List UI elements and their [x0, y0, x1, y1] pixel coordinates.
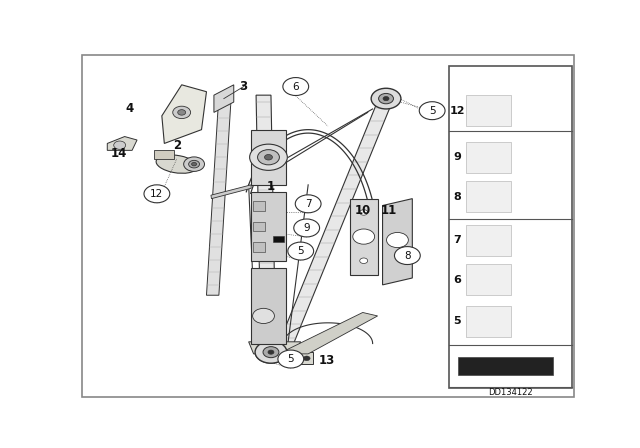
Bar [273, 236, 284, 242]
Polygon shape [276, 95, 395, 350]
Circle shape [255, 341, 287, 363]
Text: 6: 6 [454, 275, 461, 285]
Circle shape [289, 356, 296, 361]
Bar [466, 95, 511, 126]
Circle shape [257, 150, 280, 165]
Circle shape [288, 242, 314, 260]
Circle shape [268, 350, 274, 354]
Ellipse shape [189, 160, 200, 168]
Text: 5: 5 [287, 354, 294, 364]
Circle shape [295, 195, 321, 213]
Circle shape [360, 210, 368, 215]
Text: 8: 8 [404, 250, 411, 261]
Bar [466, 224, 511, 255]
Text: 2: 2 [173, 139, 180, 152]
Circle shape [294, 219, 319, 237]
Polygon shape [162, 85, 207, 143]
Bar [466, 142, 511, 173]
Text: 7: 7 [305, 199, 312, 209]
Circle shape [360, 258, 368, 263]
Text: 11: 11 [381, 204, 397, 217]
Text: 5: 5 [298, 246, 304, 256]
Text: 13: 13 [318, 354, 335, 367]
Ellipse shape [184, 157, 205, 172]
Bar [466, 181, 511, 212]
Bar [253, 201, 265, 211]
Text: 5: 5 [454, 316, 461, 326]
Bar [466, 306, 511, 336]
Polygon shape [256, 95, 276, 358]
Polygon shape [383, 198, 412, 285]
Text: 3: 3 [239, 80, 248, 93]
Circle shape [387, 233, 408, 248]
Polygon shape [278, 313, 378, 354]
Text: 12: 12 [150, 189, 163, 199]
Polygon shape [207, 95, 231, 295]
Polygon shape [350, 198, 378, 275]
Ellipse shape [156, 155, 197, 173]
Text: 9: 9 [303, 223, 310, 233]
Circle shape [250, 144, 287, 170]
Circle shape [264, 155, 273, 160]
Circle shape [173, 106, 191, 119]
Circle shape [353, 229, 374, 244]
Polygon shape [286, 352, 313, 364]
Text: 1: 1 [267, 180, 275, 193]
Polygon shape [249, 342, 301, 354]
Bar [449, 66, 572, 388]
Text: 9: 9 [454, 152, 461, 162]
Text: 7: 7 [454, 235, 461, 245]
Circle shape [178, 110, 186, 115]
Circle shape [283, 78, 308, 95]
Circle shape [383, 96, 389, 101]
Circle shape [394, 246, 420, 264]
Text: 8: 8 [454, 192, 461, 202]
Polygon shape [251, 267, 286, 344]
Circle shape [263, 347, 279, 358]
Circle shape [379, 94, 394, 104]
Text: 4: 4 [125, 103, 134, 116]
Bar [466, 264, 511, 295]
Circle shape [303, 356, 310, 361]
Text: 5: 5 [429, 106, 435, 116]
Text: 14: 14 [111, 147, 127, 160]
Polygon shape [211, 185, 251, 198]
Circle shape [114, 141, 125, 149]
Circle shape [371, 88, 401, 109]
Circle shape [278, 350, 304, 368]
Text: 12: 12 [450, 106, 465, 116]
Polygon shape [214, 85, 234, 112]
Bar [154, 151, 174, 159]
Bar [458, 358, 553, 375]
Ellipse shape [191, 163, 196, 166]
Polygon shape [108, 137, 137, 151]
Circle shape [419, 102, 445, 120]
Circle shape [253, 308, 275, 323]
Text: 10: 10 [355, 204, 371, 217]
Bar [253, 222, 265, 232]
Polygon shape [251, 129, 286, 185]
Text: 6: 6 [292, 82, 299, 91]
Polygon shape [251, 192, 286, 261]
Circle shape [144, 185, 170, 203]
Bar [253, 242, 265, 252]
Text: DD134122: DD134122 [488, 388, 532, 397]
